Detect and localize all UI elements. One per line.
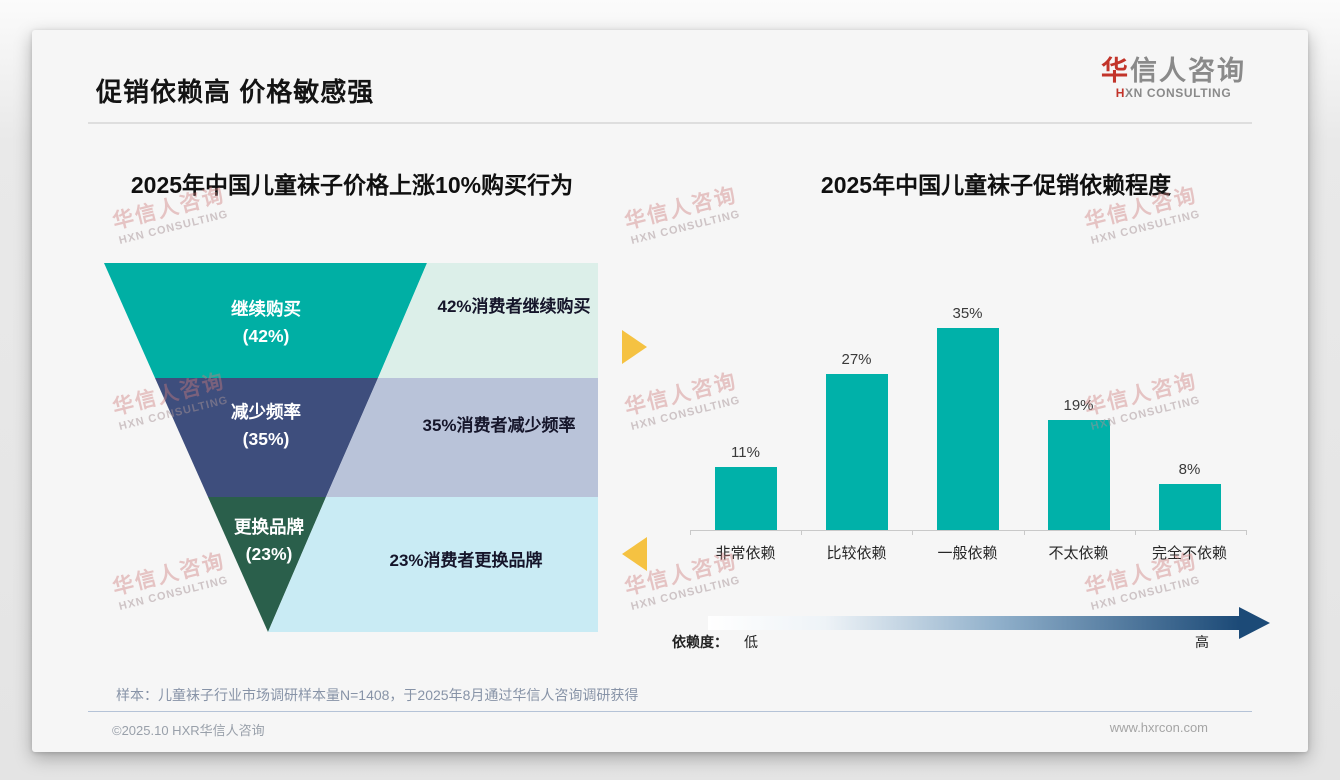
website-url: www.hxrcon.com — [1109, 720, 1208, 735]
bar-category-label: 不太依赖 — [1048, 545, 1109, 562]
bar-value-label: 35% — [952, 305, 983, 322]
funnel-segment-1 — [104, 263, 427, 378]
watermark-en-text: HXN CONSULTING — [117, 208, 230, 247]
left-pointer-icon — [622, 537, 647, 571]
funnel-segment-1-label: 继续购买 — [231, 299, 301, 319]
dependency-axis-caption: 依赖度： — [672, 634, 728, 650]
funnel-annotation-band-1 — [378, 263, 598, 378]
footer-divider — [88, 711, 1252, 712]
bar-column: 8% — [1134, 300, 1245, 530]
bar-chart-x-axis — [690, 530, 1247, 535]
gradient-arrow-shaft — [708, 616, 1239, 630]
dependency-low-label: 低 — [744, 634, 758, 650]
bar-column: 11% — [690, 300, 801, 530]
sample-footnote: 样本：儿童袜子行业市场调研样本量N=1408，于2025年8月通过华信人咨询调研… — [116, 687, 639, 703]
funnel-annotation-band-2 — [326, 378, 598, 497]
bar-value-label: 19% — [1063, 397, 1094, 414]
watermark-en-text: HXN CONSULTING — [1089, 208, 1202, 247]
bar-value-label: 8% — [1178, 461, 1201, 478]
dependency-high-label: 高 — [1195, 634, 1209, 650]
bar — [1047, 420, 1110, 530]
funnel-segment-1-value: (42%) — [243, 326, 290, 346]
funnel-annotation-band-3 — [268, 497, 598, 632]
funnel-segment-2 — [155, 378, 378, 497]
header-divider — [88, 122, 1252, 124]
axis-tick — [912, 530, 913, 535]
logo-english-text: HXN CONSULTING — [1115, 86, 1232, 101]
bar-category-label: 完全不依赖 — [1151, 545, 1227, 562]
axis-tick — [1024, 530, 1025, 535]
funnel-segment-3-label: 更换品牌 — [234, 517, 304, 537]
bar-value-label: 11% — [731, 444, 760, 461]
page-title: 促销依赖高 价格敏感强 — [96, 77, 375, 107]
right-pointer-icon — [622, 330, 647, 364]
funnel-chart: 继续购买 (42%) 减少频率 (35%) 更换品牌 (23%) 42%消费者继… — [104, 263, 598, 632]
bar-category-label: 非常依赖 — [715, 545, 776, 562]
watermark-en-text: HXN CONSULTING — [629, 208, 742, 247]
logo-chinese-text: 华信人咨询 — [1101, 56, 1246, 86]
axis-tick — [690, 530, 691, 535]
bar-column: 35% — [912, 300, 1023, 530]
bar-chart-categories: 非常依赖 比较依赖 一般依赖 不太依赖 完全不依赖 — [690, 542, 1245, 563]
bar — [825, 374, 888, 530]
funnel-annotation-3: 23%消费者更换品牌 — [389, 550, 542, 570]
bar-column: 27% — [801, 300, 912, 530]
bar-value-label: 27% — [841, 351, 872, 368]
funnel-annotation-2: 35%消费者减少频率 — [422, 415, 575, 435]
axis-tick — [801, 530, 802, 535]
funnel-chart-title: 2025年中国儿童袜子价格上涨10%购买行为 — [130, 172, 574, 198]
bar-chart-title: 2025年中国儿童袜子促销依赖程度 — [820, 172, 1172, 198]
axis-tick — [1135, 530, 1136, 535]
company-logo: 华信人咨询 HXN CONSULTING — [1101, 56, 1246, 101]
funnel-segment-2-value: (35%) — [243, 429, 290, 449]
slide-card: 促销依赖高 价格敏感强 华信人咨询 HXN CONSULTING 2025年中国… — [32, 30, 1308, 752]
dependency-gradient-arrow — [708, 607, 1270, 639]
funnel-segment-3-value: (23%) — [246, 544, 293, 564]
bar-column: 19% — [1023, 300, 1134, 530]
bar — [714, 467, 777, 530]
bar — [1158, 484, 1221, 530]
funnel-segment-2-label: 减少频率 — [231, 402, 301, 422]
gradient-arrow-head — [1239, 607, 1270, 639]
bar-category-label: 比较依赖 — [826, 545, 887, 562]
bar-category-label: 一般依赖 — [937, 545, 998, 562]
funnel-segment-3 — [208, 497, 326, 632]
funnel-annotation-1: 42%消费者继续购买 — [437, 296, 590, 316]
bar — [936, 328, 999, 530]
axis-tick — [1246, 530, 1247, 535]
copyright-text: ©2025.10 HXR华信人咨询 — [112, 723, 265, 738]
bar-chart-plot: 11% 27% 35% 19% 8% — [690, 300, 1245, 530]
